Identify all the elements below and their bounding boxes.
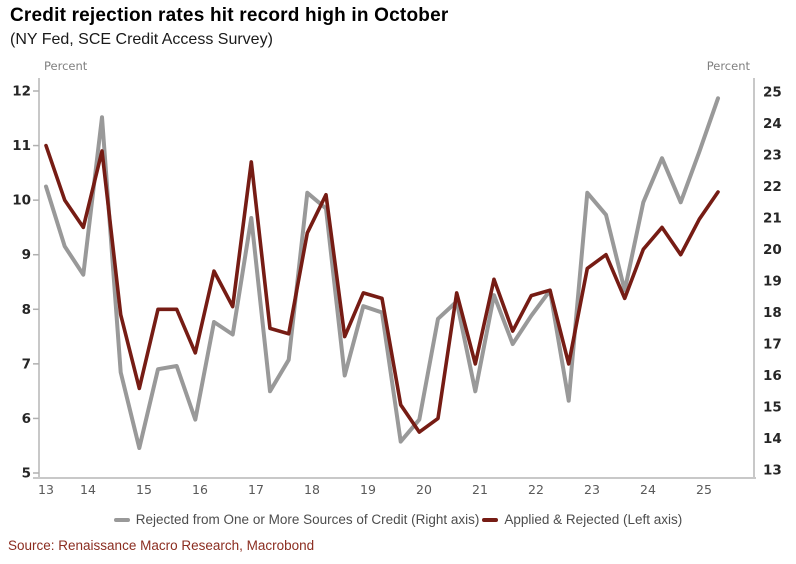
svg-text:13: 13 xyxy=(38,482,54,497)
svg-text:17: 17 xyxy=(248,482,264,497)
svg-text:22: 22 xyxy=(763,179,782,195)
source-note: Source: Renaissance Macro Research, Macr… xyxy=(8,538,315,553)
svg-text:18: 18 xyxy=(304,482,320,497)
svg-text:9: 9 xyxy=(22,247,31,263)
svg-text:6: 6 xyxy=(22,411,31,427)
svg-text:25: 25 xyxy=(696,482,712,497)
svg-text:16: 16 xyxy=(763,368,782,384)
svg-text:23: 23 xyxy=(584,482,600,497)
svg-text:22: 22 xyxy=(528,482,544,497)
right-axis-unit-label: Percent xyxy=(706,59,750,73)
legend-swatch-applied-rejected-icon xyxy=(482,517,499,522)
left-axis-unit-label: Percent xyxy=(44,59,88,73)
svg-text:19: 19 xyxy=(763,274,782,290)
svg-text:19: 19 xyxy=(360,482,376,497)
legend-label-rejected-any: Rejected from One or More Sources of Cre… xyxy=(135,512,480,527)
svg-text:17: 17 xyxy=(763,337,782,353)
chart-title: Credit rejection rates hit record high i… xyxy=(10,5,449,26)
svg-text:14: 14 xyxy=(80,482,96,497)
svg-text:20: 20 xyxy=(763,242,782,258)
svg-text:11: 11 xyxy=(12,138,31,154)
svg-text:15: 15 xyxy=(763,400,782,416)
svg-text:15: 15 xyxy=(136,482,152,497)
svg-text:12: 12 xyxy=(12,84,31,100)
legend: Rejected from One or More Sources of Cre… xyxy=(0,512,796,527)
svg-text:23: 23 xyxy=(763,148,782,164)
svg-text:7: 7 xyxy=(22,356,31,372)
svg-text:24: 24 xyxy=(763,116,782,132)
chart-subtitle: (NY Fed, SCE Credit Access Survey) xyxy=(10,31,273,48)
svg-text:8: 8 xyxy=(22,302,31,318)
svg-text:20: 20 xyxy=(416,482,432,497)
svg-text:5: 5 xyxy=(22,466,31,482)
svg-text:21: 21 xyxy=(472,482,488,497)
svg-text:14: 14 xyxy=(763,431,782,447)
svg-text:13: 13 xyxy=(763,463,782,479)
svg-text:18: 18 xyxy=(763,305,782,321)
legend-label-applied-rejected: Applied & Rejected (Left axis) xyxy=(504,512,683,527)
svg-text:24: 24 xyxy=(640,482,656,497)
legend-swatch-rejected-any-icon xyxy=(113,517,130,522)
svg-text:21: 21 xyxy=(763,211,782,227)
svg-text:25: 25 xyxy=(763,85,782,101)
svg-text:16: 16 xyxy=(192,482,208,497)
svg-text:10: 10 xyxy=(12,193,31,209)
